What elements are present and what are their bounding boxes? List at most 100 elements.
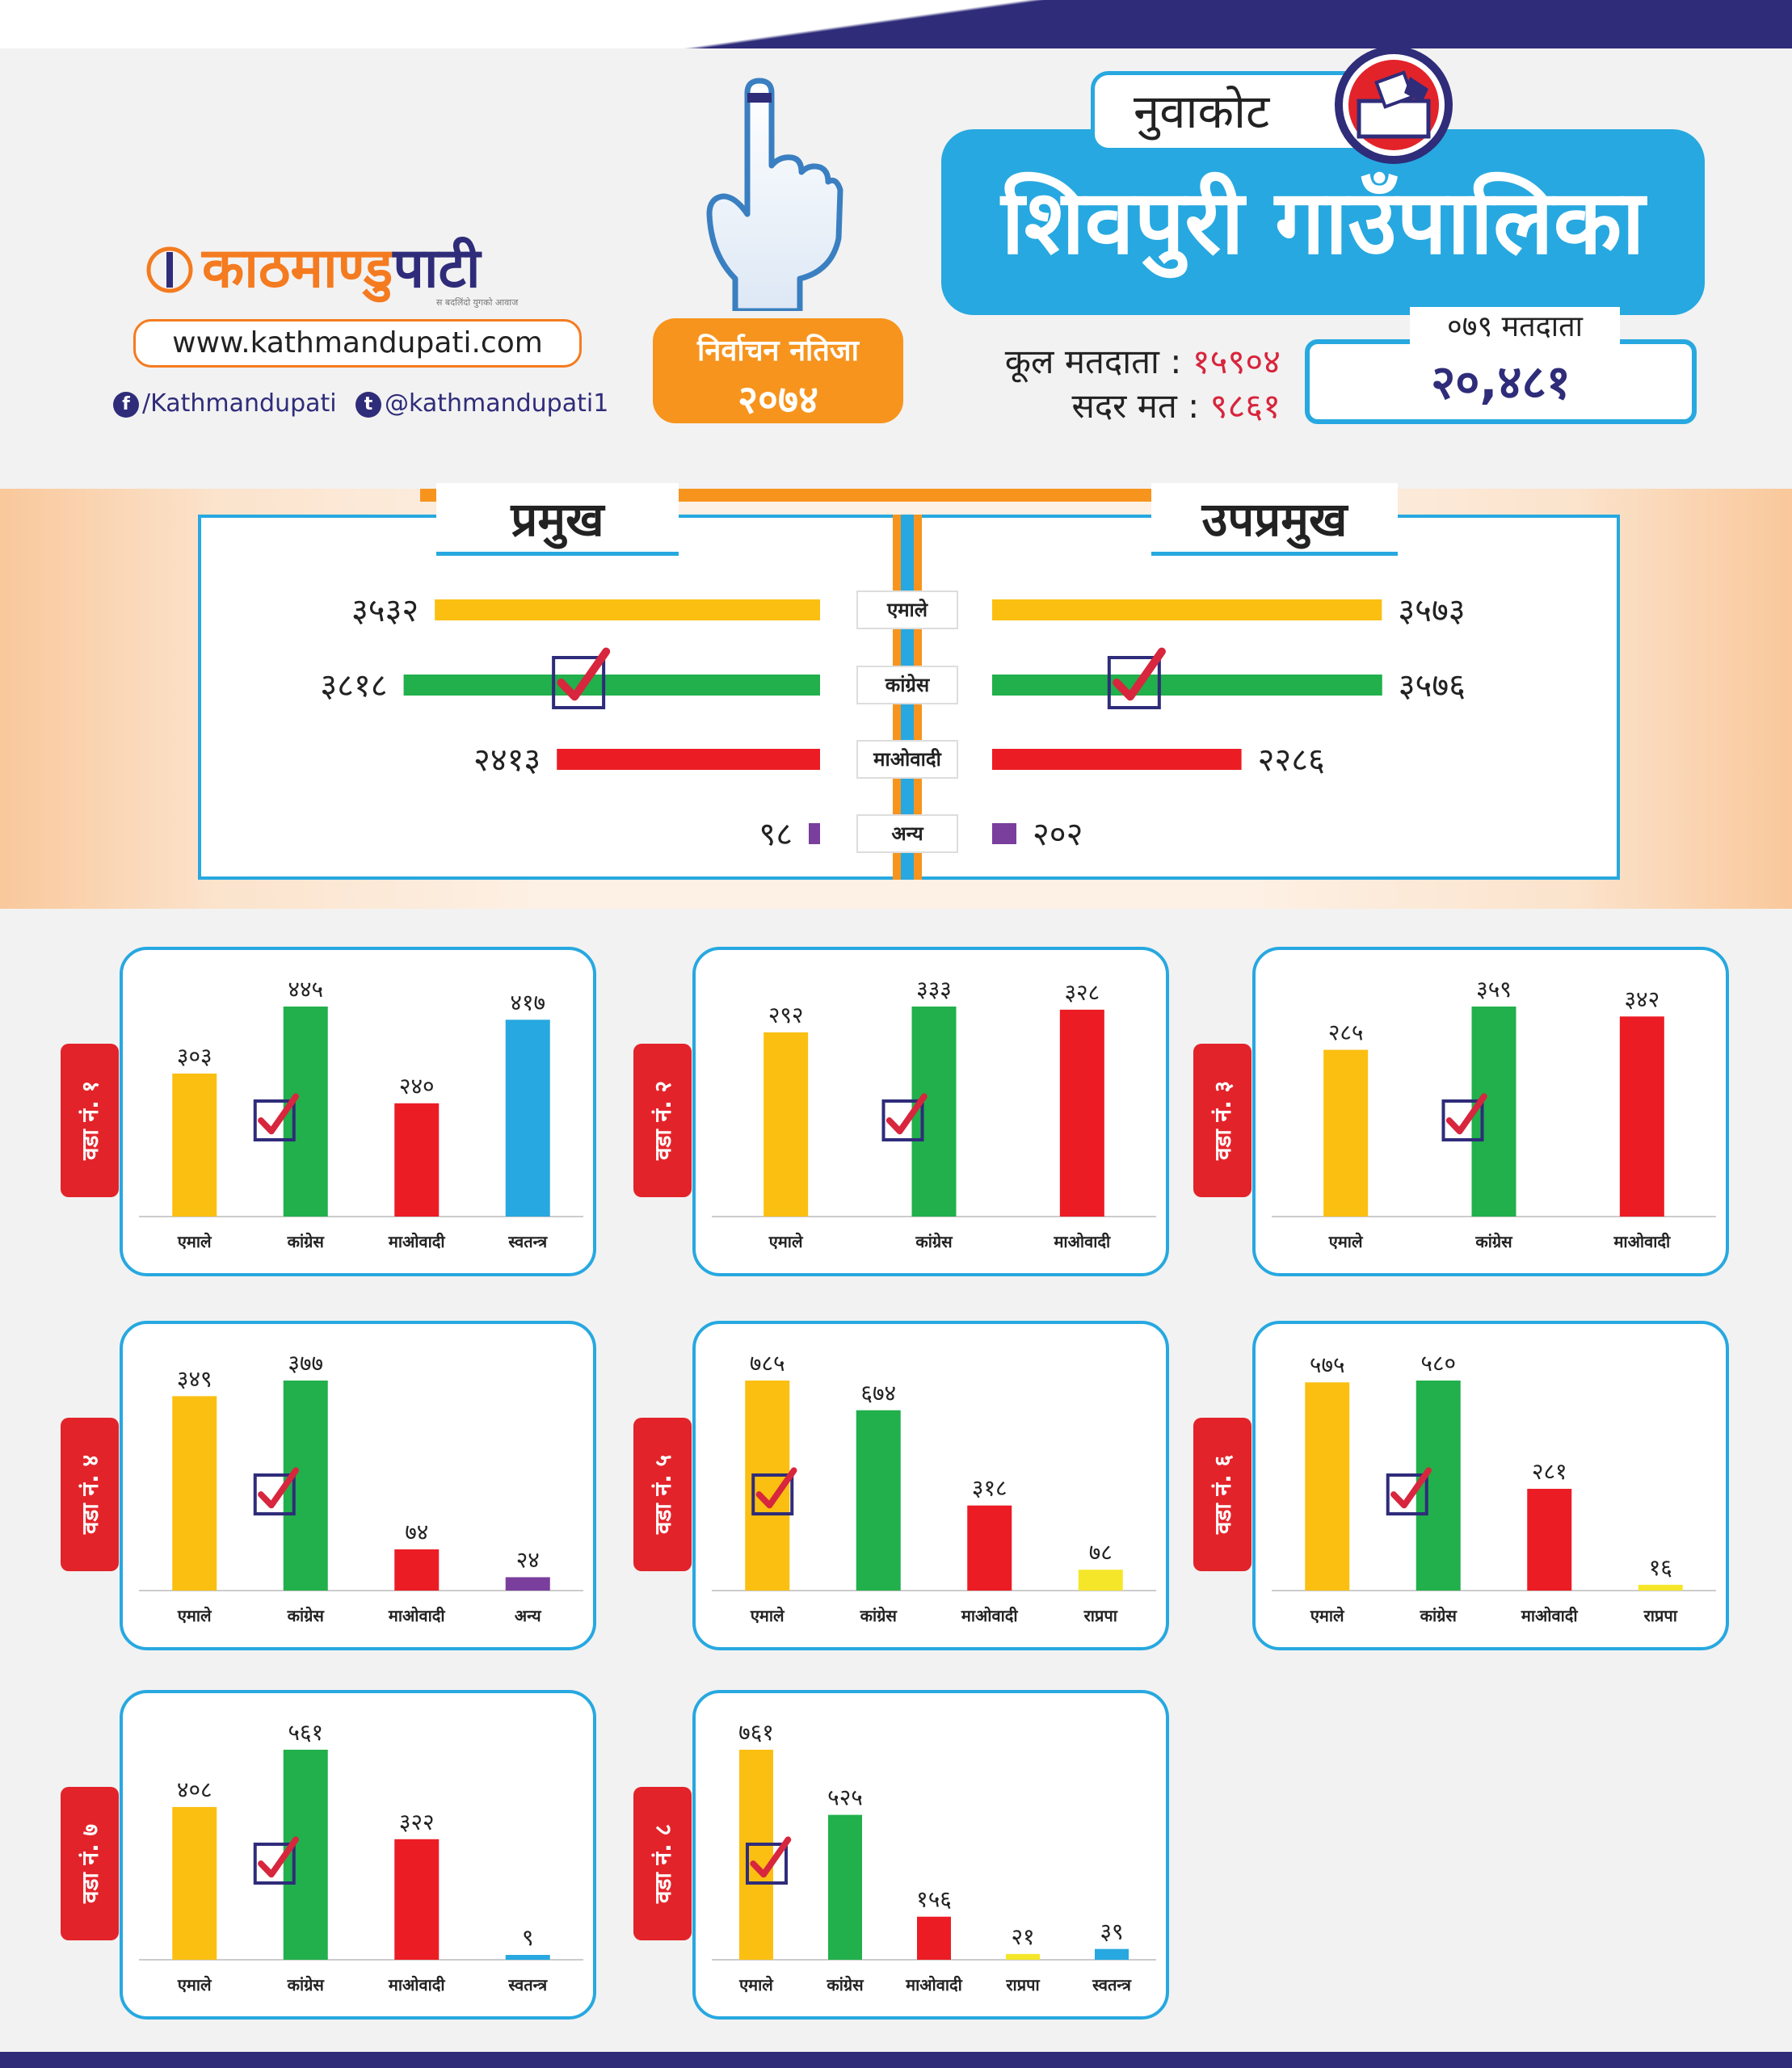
ward-bar bbox=[394, 1103, 440, 1217]
voters-079-label: ०७९ मतदाता bbox=[1410, 307, 1620, 347]
voters-079-value: २०,४८१ bbox=[1305, 339, 1697, 424]
ward-value-label: ७८ bbox=[1089, 1539, 1113, 1566]
mayor-bar-chart: ३५३२ ३५७३ ३८१८ ३५७६ २४१३ २२८६ ९८ २०२ bbox=[320, 592, 1466, 853]
deputy-value-2: २२८६ bbox=[1258, 742, 1325, 779]
ward-bar bbox=[1416, 1381, 1461, 1591]
ward-bar bbox=[1006, 1953, 1040, 1960]
deputy-winner-check bbox=[1107, 647, 1166, 709]
ward-tab-3: वडा नं. ३ bbox=[1193, 1044, 1251, 1197]
ward-value-label: ४०८ bbox=[177, 1776, 212, 1803]
chief-heading: प्रमुख bbox=[436, 483, 679, 556]
ward-bar bbox=[1527, 1489, 1572, 1591]
deputy-value-1: ३५७६ bbox=[1399, 667, 1466, 704]
ward-value-label: ३०३ bbox=[177, 1043, 212, 1070]
ward-winner-check bbox=[253, 1093, 299, 1141]
ward-chart-7: ४०८ एमाले ५६१ कांग्रेस ३२२ माओवादी ९ स्वतन्त्र bbox=[139, 1719, 583, 1994]
ward-tab-1: वडा नं. १ bbox=[61, 1044, 119, 1197]
ward-bar bbox=[856, 1410, 901, 1591]
ward-value-label: ६७४ bbox=[860, 1380, 896, 1406]
twitter-icon: t bbox=[355, 391, 381, 418]
ward-winner-check bbox=[253, 1836, 299, 1885]
ward-value-label: ३९ bbox=[1100, 1919, 1123, 1945]
ward-value-label: ५७५ bbox=[1310, 1351, 1345, 1378]
facebook-handle: /Kathmandupati bbox=[142, 389, 337, 418]
twitter-handle: @kathmandupati1 bbox=[385, 389, 609, 418]
twitter-link[interactable]: t @kathmandupati1 bbox=[355, 389, 608, 418]
ward-card-4: ३४९ एमाले ३७७ कांग्रेस ७४ माओवादी २४ अन्य bbox=[120, 1321, 596, 1650]
ward-category-label: एमाले bbox=[177, 1975, 212, 1994]
ward-value-label: २८१ bbox=[1532, 1458, 1567, 1485]
ward-chart-5: ७८५ एमाले ६७४ कांग्रेस ३१८ माओवादी ७८ राप्रपा bbox=[712, 1350, 1156, 1625]
ward-bar bbox=[1619, 1016, 1664, 1217]
ward-value-label: ३४९ bbox=[177, 1365, 212, 1392]
ward-value-label: २४ bbox=[516, 1546, 540, 1573]
ward-value-label: ३२८ bbox=[1064, 979, 1100, 1006]
ward-winner-check bbox=[1441, 1093, 1487, 1141]
ward-chart-2: २९२ एमाले ३३३ कांग्रेस ३२८ माओवादी bbox=[712, 976, 1156, 1251]
logo-accent: पाटी bbox=[393, 237, 481, 301]
ward-bar bbox=[505, 1577, 550, 1591]
ward-category-label: माओवादी bbox=[1521, 1606, 1579, 1625]
ward-category-label: माओवादी bbox=[905, 1975, 963, 1994]
ward-category-label: माओवादी bbox=[1053, 1232, 1111, 1251]
ward-value-label: ४१७ bbox=[510, 989, 545, 1015]
ward-category-label: कांग्रेस bbox=[915, 1232, 953, 1251]
valid-votes-label: सदर मत : bbox=[1071, 386, 1200, 426]
ward-value-label: ५८० bbox=[1420, 1350, 1456, 1377]
ward-category-label: कांग्रेस bbox=[287, 1232, 326, 1251]
election-result-badge: निर्वाचन नतिजा २०७४ bbox=[653, 318, 903, 423]
ward-bar bbox=[1323, 1049, 1369, 1217]
ward-bar bbox=[1078, 1570, 1123, 1591]
ward-category-label: एमाले bbox=[768, 1232, 804, 1251]
total-voters-label: कूल मतदाता : bbox=[1004, 342, 1182, 381]
ward-tab-5: वडा नं. ५ bbox=[633, 1418, 692, 1571]
ward-winner-check bbox=[253, 1467, 299, 1515]
website-link[interactable]: www.kathmandupati.com bbox=[133, 319, 582, 368]
ward-value-label: ३७७ bbox=[288, 1350, 323, 1377]
ward-bar bbox=[505, 1019, 550, 1217]
valid-votes: सदर मत : ९८६१ bbox=[933, 382, 1281, 428]
ward-bar bbox=[967, 1505, 1012, 1591]
badge-year: २०७४ bbox=[738, 377, 818, 422]
ward-tab-4: वडा नं. ४ bbox=[61, 1418, 119, 1571]
ward-card-7: ४०८ एमाले ५६१ कांग्रेस ३२२ माओवादी ९ स्वतन्त्र bbox=[120, 1690, 596, 2020]
party-tag-2: माओवादी bbox=[856, 740, 958, 779]
ward-bar bbox=[1471, 1007, 1516, 1217]
chief-value-0: ३५३२ bbox=[351, 592, 419, 629]
ward-value-label: ३३३ bbox=[916, 976, 952, 1002]
ward-tab-6: वडा नं. ६ bbox=[1193, 1418, 1251, 1571]
ward-tab-7: वडा नं. ७ bbox=[61, 1787, 119, 1940]
ward-category-label: एमाले bbox=[750, 1606, 785, 1625]
ward-bar bbox=[1059, 1009, 1104, 1217]
ward-category-label: कांग्रेस bbox=[826, 1975, 864, 1994]
ward-category-label: एमाले bbox=[1310, 1606, 1345, 1625]
municipality-title: शिवपुरी गाउँपालिका bbox=[941, 129, 1705, 315]
ward-category-label: माओवादी bbox=[961, 1606, 1019, 1625]
ward-value-label: २४० bbox=[399, 1073, 435, 1099]
ward-bar bbox=[917, 1916, 951, 1960]
ward-category-label: माओवादी bbox=[1613, 1232, 1671, 1251]
chief-value-1: ३८१८ bbox=[320, 667, 387, 704]
ward-value-label: १५६ bbox=[916, 1886, 952, 1913]
ward-category-label: एमाले bbox=[1328, 1232, 1364, 1251]
ward-value-label: २९२ bbox=[768, 1002, 804, 1028]
chief-bar-1 bbox=[403, 675, 820, 696]
ward-value-label: ७६१ bbox=[738, 1719, 774, 1746]
ward-category-label: राप्रपा bbox=[1005, 1975, 1040, 1994]
voting-finger-icon bbox=[706, 78, 843, 311]
ward-value-label: ५२५ bbox=[827, 1784, 863, 1811]
ward-card-1: ३०३ एमाले ४४५ कांग्रेस २४० माओवादी ४१७ स्वतन्त्… bbox=[120, 947, 596, 1276]
chief-bar-3 bbox=[809, 823, 820, 844]
deputy-bar-1 bbox=[992, 675, 1382, 696]
ward-category-label: एमाले bbox=[738, 1975, 774, 1994]
logo-wordmark: काठमाण्डुपाटी bbox=[202, 228, 480, 303]
total-voters-value: १५९०४ bbox=[1192, 342, 1281, 381]
logo-tagline: स बदलिंदो युगको आवाज bbox=[436, 297, 519, 308]
chief-winner-check bbox=[552, 647, 611, 709]
chief-value-3: ९८ bbox=[759, 816, 793, 853]
facebook-link[interactable]: f/Kathmandupati bbox=[113, 389, 337, 418]
ward-bar bbox=[1095, 1948, 1129, 1960]
ward-bar bbox=[739, 1750, 773, 1960]
ward-category-label: राप्रपा bbox=[1643, 1606, 1678, 1625]
deputy-bar-0 bbox=[992, 599, 1382, 620]
